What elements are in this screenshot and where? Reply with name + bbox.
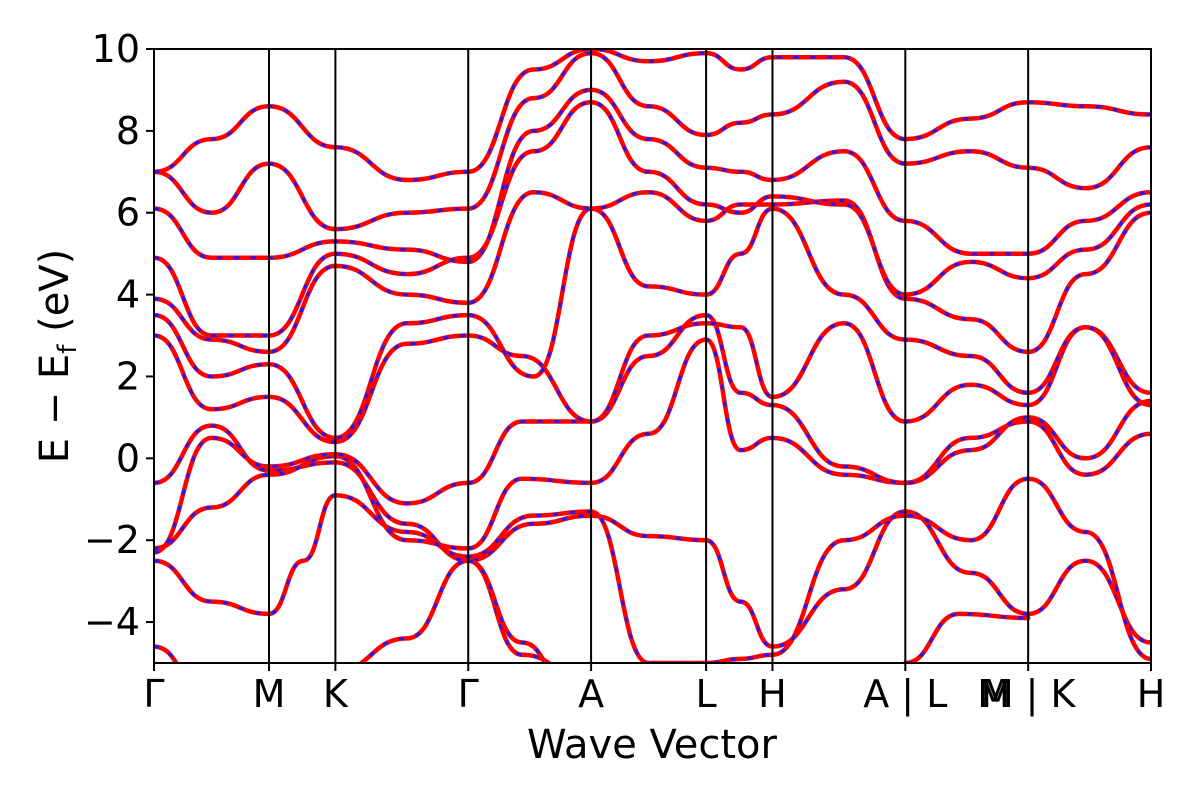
band-line-11 <box>154 558 553 663</box>
band-line-2 <box>154 337 1151 551</box>
x-tick-label: Γ <box>143 672 164 716</box>
band-line-dashed-1 <box>154 477 1151 663</box>
band-lines <box>154 49 1151 663</box>
band-line-dashed-7 <box>154 100 1151 337</box>
band-line-3 <box>154 312 1151 555</box>
x-tick-label: H <box>1137 672 1166 716</box>
band-line-dashed-12 <box>467 559 547 663</box>
band-line-dashed-2 <box>154 338 1151 550</box>
y-tick-label: 10 <box>92 27 140 71</box>
y-axis-label: E − Ef (eV) <box>32 249 83 464</box>
band-line-10 <box>154 49 1151 183</box>
plot-frame <box>153 48 1152 664</box>
kpoint-divider-lines <box>268 49 1030 663</box>
y-tick-label: 2 <box>116 354 140 398</box>
band-line-dashed-11 <box>154 559 552 663</box>
band-line-dashed-9 <box>154 51 1151 231</box>
x-tick-label: K <box>323 672 349 716</box>
band-line-1 <box>154 476 1151 663</box>
band-line-8 <box>154 87 1151 265</box>
x-tick-label: M | K <box>981 672 1077 717</box>
y-tick-label: 6 <box>116 191 140 235</box>
x-tick-label: L <box>696 672 717 716</box>
y-axis-label-subscript: f <box>53 344 83 354</box>
y-axis-label-main: E − E <box>32 354 78 464</box>
x-axis-label: Wave Vector <box>527 722 778 768</box>
band-line-dashed-4 <box>154 321 1151 444</box>
band-line-12 <box>465 558 548 663</box>
band-line-dashed-13 <box>905 612 1029 663</box>
y-tick-label: 0 <box>116 436 140 480</box>
y-tick-label: −2 <box>84 518 140 562</box>
y-tick-label: 4 <box>116 273 140 317</box>
y-axis-ticks: 10 8 6 4 2 0 −2 −4 <box>84 27 154 644</box>
x-tick-label: Γ <box>458 672 479 716</box>
y-tick-label: −4 <box>84 600 140 644</box>
band-line-13 <box>903 611 1031 663</box>
band-line-5 <box>154 206 1151 441</box>
band-line-dashed-6 <box>154 190 1151 354</box>
band-line-dashed-8 <box>154 88 1151 264</box>
x-tick-label: A <box>578 672 604 716</box>
x-tick-label: H <box>758 672 787 716</box>
y-tick-label: 8 <box>116 109 140 153</box>
band-line-dashed-0 <box>154 424 1151 649</box>
x-tick-label: M <box>253 672 286 716</box>
x-tick-label: A | L <box>863 672 947 717</box>
x-tick-label: M <box>977 672 1010 716</box>
y-axis-label-unit: (eV) <box>32 249 78 345</box>
